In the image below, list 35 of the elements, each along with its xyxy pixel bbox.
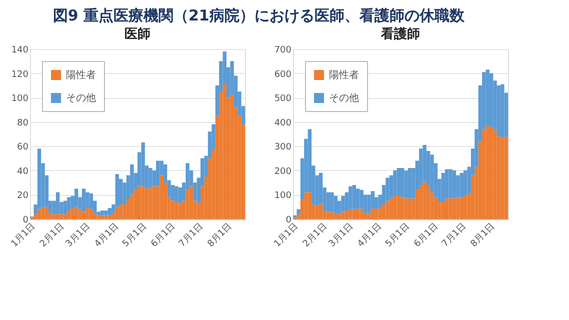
- x-tick-label: 7月1日: [177, 222, 206, 250]
- x-tick-label: 7月1日: [440, 222, 468, 250]
- chart-subtitle: 医師: [124, 27, 150, 42]
- y-tick-label: 80: [17, 118, 29, 128]
- x-tick-label: 3月1日: [64, 222, 92, 250]
- y-tick-label: 140: [11, 46, 29, 56]
- y-tick-label: 600: [274, 70, 292, 80]
- x-tick-label: 4月1日: [356, 222, 384, 250]
- x-tick-label: 5月1日: [384, 222, 412, 250]
- x-tick-label: 6月1日: [150, 222, 178, 250]
- x-tick-label: 5月1日: [120, 222, 149, 250]
- y-tick-label: 100: [274, 191, 292, 202]
- chart-title: 図9 重点医療機関（21病院）における医師、看護師の休職数: [52, 6, 466, 24]
- y-tick-label: 300: [274, 142, 292, 153]
- legend-label: その他: [66, 92, 96, 104]
- x-tick-label: 2月1日: [301, 222, 330, 250]
- x-tick-label: 8月1日: [206, 222, 234, 250]
- y-tick-label: 700: [274, 46, 292, 56]
- legend-label: その他: [329, 92, 359, 104]
- y-tick-label: 120: [11, 70, 29, 80]
- x-tick-label: 2月1日: [38, 222, 66, 250]
- y-tick-label: 200: [274, 166, 292, 177]
- y-tick-label: 40: [17, 166, 29, 177]
- y-tick-label: 60: [17, 142, 29, 153]
- legend-label: 陽性者: [329, 69, 359, 81]
- x-tick-label: 8月1日: [469, 222, 498, 250]
- x-tick-label: 4月1日: [93, 222, 121, 250]
- legend-label: 陽性者: [66, 69, 96, 81]
- y-tick-label: 400: [274, 118, 292, 128]
- x-tick-label: 6月1日: [412, 222, 441, 250]
- x-tick-label: 3月1日: [327, 222, 356, 250]
- y-tick-label: 500: [274, 94, 292, 104]
- y-tick-label: 100: [11, 94, 29, 104]
- y-tick-label: 20: [17, 191, 29, 202]
- chart-title: 看護師: [380, 26, 420, 42]
